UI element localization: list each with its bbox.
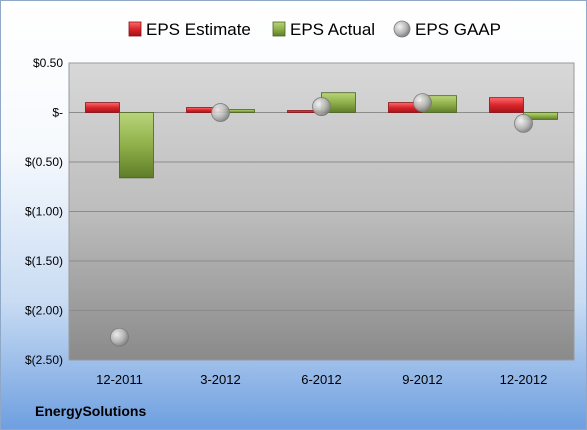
y-axis: $0.50 $- $(0.50) $(1.00) $(1.50) $(2.00) $(2.5… — [25, 56, 63, 367]
company-name: EnergySolutions — [35, 403, 147, 419]
point-eps-gaap — [413, 93, 432, 112]
legend-label-eps-estimate: EPS Estimate — [146, 20, 251, 39]
x-tick-label: 12-2011 — [96, 372, 143, 387]
legend: EPS Estimate EPS Actual EPS GAAP — [128, 20, 501, 39]
legend-swatch-eps-gaap — [393, 20, 411, 38]
y-tick-label: $(1.50) — [25, 254, 63, 268]
bar-series — [85, 92, 558, 179]
legend-label-eps-actual: EPS Actual — [290, 20, 375, 39]
bar-eps-estimate — [85, 102, 120, 113]
legend-swatch-eps-estimate — [128, 21, 142, 37]
point-eps-gaap — [211, 103, 230, 122]
x-tick-label: 6-2012 — [301, 372, 341, 387]
y-tick-label: $(2.50) — [25, 353, 63, 367]
y-tick-label: $0.50 — [33, 56, 63, 70]
y-tick-label: $(1.00) — [25, 205, 63, 219]
bar-eps-estimate — [489, 97, 524, 113]
bar-eps-actual — [119, 112, 154, 179]
legend-label-eps-gaap: EPS GAAP — [415, 20, 501, 39]
point-eps-gaap — [110, 327, 129, 347]
point-eps-gaap — [514, 113, 533, 133]
x-tick-label: 9-2012 — [402, 372, 442, 387]
gaap-points — [110, 93, 533, 347]
legend-swatch-eps-actual — [272, 21, 286, 37]
x-tick-label: 12-2012 — [500, 372, 548, 387]
point-eps-gaap — [312, 97, 331, 116]
x-axis: 12-2011 3-2012 6-2012 9-2012 12-2012 — [96, 372, 547, 387]
y-tick-label: $- — [52, 106, 63, 120]
x-tick-label: 3-2012 — [200, 372, 240, 387]
y-tick-label: $(0.50) — [25, 155, 63, 169]
y-tick-label: $(2.00) — [25, 304, 63, 318]
